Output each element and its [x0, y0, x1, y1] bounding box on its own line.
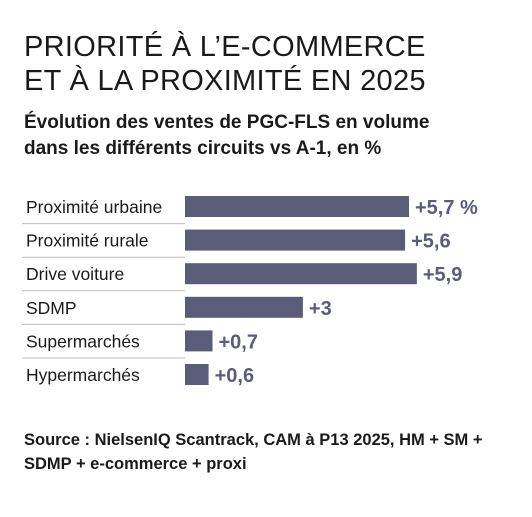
subtitle-line-2: dans les différents circuits vs A-1, en … — [24, 138, 382, 159]
category-label: Proximité urbaine — [26, 197, 162, 217]
category-label: Drive voiture — [26, 264, 124, 284]
title-line-1: PRIORITÉ À L’E-COMMERCE — [24, 31, 426, 63]
source-line-1: Source : NielsenIQ Scantrack, CAM à P13 … — [24, 431, 483, 449]
bar — [185, 196, 410, 217]
category-label: Hypermarchés — [26, 365, 140, 385]
value-label: +5,6 — [411, 231, 450, 253]
bar — [185, 263, 417, 285]
bar — [185, 364, 209, 385]
subtitle-line-1: Évolution des ventes de PGC-FLS en volum… — [24, 112, 430, 133]
bar-chart: Proximité urbaine +5,7 % Proximité rurale +… — [22, 196, 478, 387]
value-label: +5,7 % — [415, 197, 478, 219]
title-line-2: ET À LA PROXIMITÉ EN 2025 — [24, 65, 426, 97]
chart-subtitle: Évolution des ventes de PGC-FLS en volum… — [24, 110, 429, 162]
bar — [185, 229, 406, 251]
value-label: +5,9 — [423, 264, 462, 286]
category-label: Proximité rurale — [26, 231, 149, 251]
chart-title: PRIORITÉ À L’E-COMMERCE ET À LA PROXIMIT… — [24, 30, 426, 98]
source-line-2: SDMP + e-commerce + proxi — [24, 455, 247, 473]
value-label: +0,7 — [219, 331, 258, 353]
category-label: Supermarchés — [26, 331, 140, 351]
category-label: SDMP — [26, 298, 77, 318]
value-label: +3 — [309, 298, 332, 320]
bar — [185, 296, 303, 318]
bar — [185, 330, 213, 352]
source-note: Source : NielsenIQ Scantrack, CAM à P13 … — [24, 428, 514, 476]
value-label: +0,6 — [215, 365, 254, 387]
